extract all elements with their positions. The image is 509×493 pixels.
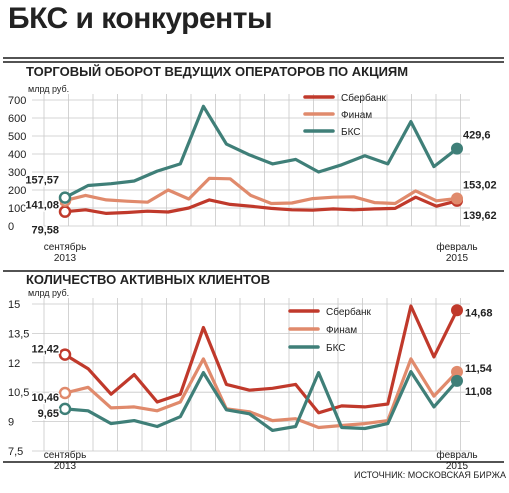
data-label-end-bks: 429,6 <box>463 130 491 142</box>
legend: Сбербанк Финам БКС <box>288 306 372 354</box>
panel-title: КОЛИЧЕСТВО АКТИВНЫХ КЛИЕНТОВ <box>26 272 270 287</box>
y-tick-label: 700 <box>8 95 26 107</box>
y-tick-label: 13,5 <box>8 328 29 340</box>
end-point-bks <box>451 142 463 155</box>
data-label-end-sber: 139,62 <box>463 210 497 222</box>
legend: Сбербанк Финам БКС <box>303 92 387 138</box>
legend-label-sber: Сбербанк <box>326 306 372 318</box>
y-axis-unit: млрд руб. <box>28 84 69 94</box>
data-label-end-sber: 14,68 <box>465 307 493 319</box>
y-tick-label: 7,5 <box>8 446 23 458</box>
y-axis-unit: млрд руб. <box>28 288 69 298</box>
main-title: БКС и конкуренты <box>8 2 273 35</box>
y-tick-label: 600 <box>8 113 26 125</box>
legend-label-finam: Финам <box>326 325 357 336</box>
panel-title: ТОРГОВЫЙ ОБОРОТ ВЕДУЩИХ ОПЕРАТОРОВ ПО АК… <box>26 64 408 79</box>
x-end-label: февраль 2015 <box>436 449 477 472</box>
start-point-sber <box>58 348 72 361</box>
legend-label-bks: БКС <box>341 127 361 138</box>
data-label-start-bks: 9,65 <box>38 408 59 420</box>
y-tick-label: 10,5 <box>8 387 29 399</box>
series-line-bks <box>63 104 459 200</box>
y-tick-label: 15 <box>8 299 20 311</box>
end-point-sber <box>451 304 463 317</box>
data-label-start-sber: 12,42 <box>31 344 59 356</box>
y-tick-label: 200 <box>8 185 26 197</box>
series-line-sber <box>63 304 459 415</box>
start-point-bks <box>58 402 72 416</box>
series-line-finam <box>63 176 459 206</box>
series-line-sber <box>63 195 459 215</box>
y-tick-label: 9 <box>8 417 14 429</box>
start-point-finam <box>58 386 72 400</box>
start-point-bks <box>58 191 72 204</box>
end-point-finam <box>451 192 463 205</box>
y-tick-label: 100 <box>8 203 26 215</box>
chart-panel-1: ТОРГОВЫЙ ОБОРОТ ВЕДУЩИХ ОПЕРАТОРОВ ПО АК… <box>3 61 504 238</box>
end-point-bks <box>451 374 463 387</box>
data-label-end-bks: 11,08 <box>465 386 492 398</box>
data-label-start-bks: 157,57 <box>25 175 59 187</box>
y-tick-label: 0 <box>8 221 14 233</box>
data-label-start-finam: 10,46 <box>31 392 59 404</box>
y-tick-label: 300 <box>8 167 26 179</box>
data-label-start-sber: 79,58 <box>31 225 59 237</box>
x-end-label: февраль 2015 <box>436 241 477 264</box>
chart-panel-2: КОЛИЧЕСТВО АКТИВНЫХ КЛИЕНТОВ 7,5 9 10,5 12 13… <box>3 270 504 458</box>
series-line-bks <box>63 370 459 432</box>
start-point-sber <box>58 205 72 218</box>
source-note: ИСТОЧНИК: МОСКОВСКАЯ БИРЖА <box>354 470 506 480</box>
x-start-label: сентябрь 2013 <box>44 449 87 472</box>
data-label-end-finam: 11,54 <box>465 363 493 375</box>
data-label-start-finam: 141,08 <box>25 200 59 212</box>
data-label-end-finam: 153,02 <box>463 179 497 191</box>
legend-label-finam: Финам <box>341 110 372 121</box>
x-start-label: сентябрь 2013 <box>44 241 87 264</box>
y-tick-label: 400 <box>8 149 26 161</box>
series-line-finam <box>63 357 459 430</box>
legend-label-bks: БКС <box>326 343 346 354</box>
y-tick-label: 12 <box>8 358 20 370</box>
legend-label-sber: Сбербанк <box>341 92 387 104</box>
y-tick-label: 500 <box>8 131 26 143</box>
